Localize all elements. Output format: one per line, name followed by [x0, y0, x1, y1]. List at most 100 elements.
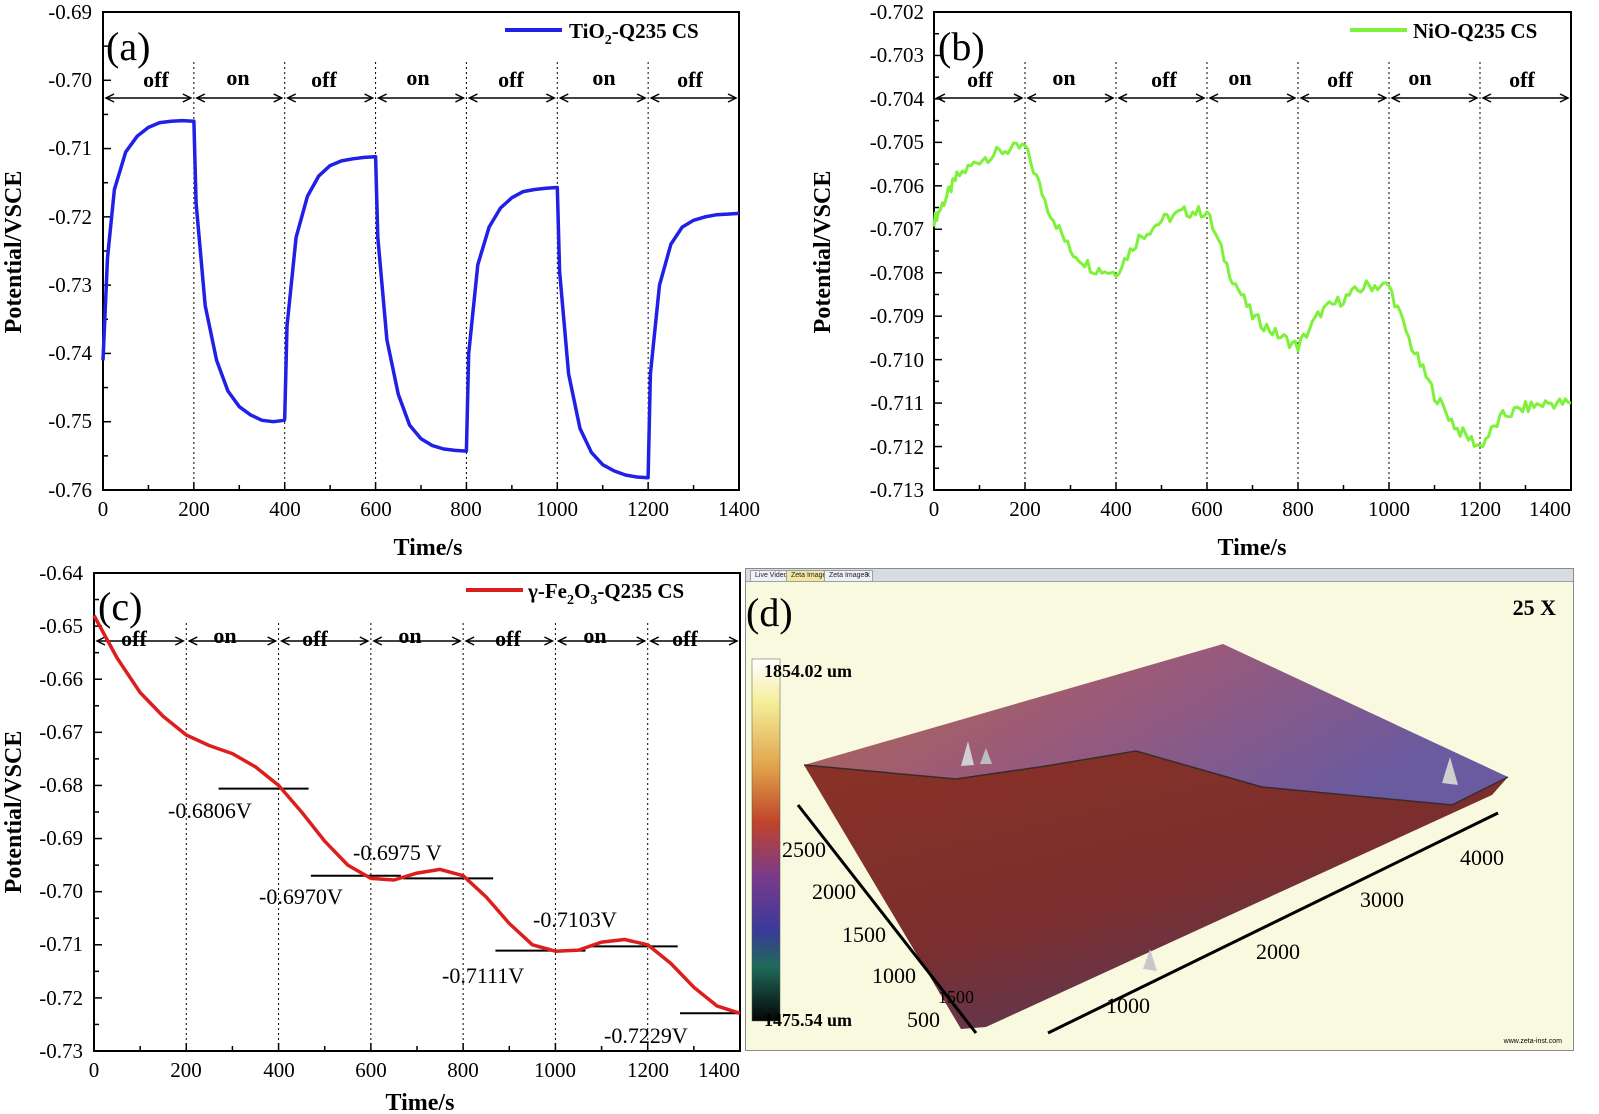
arrow-head: [1286, 93, 1297, 103]
arrow-head: [1468, 93, 1479, 103]
annotation-labels-c: -0.6806V -0.6970V -0.6975 V -0.7111V -0.…: [168, 798, 688, 1048]
arrow-head: [727, 93, 738, 103]
period-arrows-c: [95, 636, 739, 646]
arrow-head: [728, 636, 739, 646]
y-tick-label: -0.703: [870, 43, 924, 67]
arrow-head: [267, 636, 278, 646]
segment-label: off: [311, 67, 337, 92]
arrow-head: [1481, 93, 1492, 103]
arrow-head: [455, 93, 466, 103]
arrow-head: [1377, 93, 1388, 103]
arrow-head: [636, 93, 647, 103]
panel-c: -0.64 -0.65 -0.66 -0.67 -0.68 -0.69 -0.7…: [1, 561, 741, 1114]
y-tick-label: -0.712: [870, 435, 924, 459]
axis-tick-label: 2000: [812, 879, 856, 904]
close-icon[interactable]: x: [866, 570, 870, 579]
y-tick-label: -0.708: [870, 261, 924, 285]
x-tick-label: 1000: [1368, 497, 1410, 521]
segment-label: on: [1052, 65, 1075, 90]
x-tick-label: 1000: [534, 1058, 576, 1082]
segment-label: on: [406, 65, 429, 90]
y-tick-label: -0.72: [39, 986, 83, 1010]
y-tick-label: -0.73: [39, 1039, 83, 1063]
x-tick-label: 1200: [627, 1058, 669, 1082]
arrow-head: [376, 93, 387, 103]
segment-label: off: [967, 67, 993, 92]
x-tick-label: 800: [450, 497, 482, 521]
x-axis-label-c: Time/s: [386, 1090, 455, 1114]
x-tick-label: 200: [1009, 497, 1041, 521]
y-tick-label: -0.69: [39, 826, 83, 850]
tab-zeta-image8[interactable]: Zeta Image8: [824, 570, 874, 582]
y-tick-label: -0.68: [39, 773, 83, 797]
segment-label: on: [583, 623, 606, 648]
y-tick-label: -0.66: [39, 667, 83, 691]
arrow-head: [1208, 93, 1219, 103]
segment-label: off: [302, 626, 328, 651]
segment-labels-a: off on off on off on off: [143, 65, 703, 92]
arrow-head: [556, 636, 567, 646]
arrow-head: [364, 93, 375, 103]
legend-label-a-part: TiO: [569, 19, 605, 43]
panel-d-surface-image: Live Video Zeta Image7 Zeta Image8 x: [745, 568, 1574, 1051]
annotation-label: -0.7111V: [442, 963, 524, 988]
surface-boundary: [803, 750, 1509, 806]
segment-label: on: [592, 65, 615, 90]
x-tick-label: 600: [1191, 497, 1223, 521]
arrow-head: [286, 93, 297, 103]
y-tick-label: -0.67: [39, 720, 83, 744]
surface-render: (d) 25 X 1854.02 um 1475.54 um 2500 2000…: [746, 590, 1563, 1045]
x-tick-label: 800: [1282, 497, 1314, 521]
period-dividers-c: [185, 623, 649, 1051]
segment-label: on: [213, 623, 236, 648]
y-tick-label: -0.709: [870, 304, 924, 328]
series-line-tio2: [101, 118, 740, 480]
y-tick-label: -0.72: [48, 205, 92, 229]
height-color-scale: [751, 658, 781, 1022]
segment-label: off: [143, 67, 169, 92]
surface-axis-front-labels: 1000 2000 3000 4000: [1106, 845, 1504, 1018]
plot-frame-b: [933, 11, 1572, 491]
watermark: www.zeta-inst.com: [1503, 1038, 1563, 1045]
segment-label: off: [1151, 67, 1177, 92]
x-tick-label: 0: [98, 497, 109, 521]
segment-label: off: [1509, 67, 1535, 92]
annotation-label: -0.7103V: [533, 907, 617, 932]
segment-label: on: [1228, 65, 1251, 90]
legend-label-b: NiO-Q235 CS: [1413, 19, 1537, 43]
y-tick-label: -0.71: [39, 932, 83, 956]
x-tick-label: 1200: [627, 497, 669, 521]
arrow-head: [1559, 93, 1570, 103]
x-tick-label: 200: [178, 497, 210, 521]
axis-tick-label: 2000: [1256, 939, 1300, 964]
arrow-head: [467, 93, 478, 103]
arrow-head: [279, 636, 290, 646]
x-tick-label: 1200: [1459, 497, 1501, 521]
x-tick-label: 1400: [698, 1058, 740, 1082]
x-tick-label: 400: [1100, 497, 1132, 521]
surface-spike: [980, 748, 992, 764]
x-axis-label-b: Time/s: [1218, 535, 1287, 561]
panel-letter-d: (d): [746, 590, 793, 635]
y-tick-label: -0.706: [870, 174, 924, 198]
arrow-head: [372, 636, 383, 646]
panel-letter-c: (c): [98, 584, 142, 629]
axis-tick-label: 1500: [938, 987, 974, 1007]
y-axis-label-c: Potential/VSCE: [1, 731, 27, 894]
series-line-fe2o3: [92, 614, 741, 1015]
legend-label-c-sub: 3: [590, 593, 597, 608]
arrow-head: [649, 93, 660, 103]
image-tab-bar: Live Video Zeta Image7 Zeta Image8 x: [746, 569, 1573, 582]
y-tick-label: -0.74: [48, 341, 92, 365]
axis-tick-label: 4000: [1460, 845, 1504, 870]
arrow-head: [1390, 93, 1401, 103]
y-tick-label: -0.711: [871, 391, 924, 415]
arrow-head: [1117, 93, 1128, 103]
legend-label-a-sub: 2: [605, 33, 612, 48]
scale-max-label: 1854.02 um: [764, 661, 852, 681]
x-tick-label: 1400: [718, 497, 760, 521]
segment-labels-b: off on off on off on off: [967, 65, 1535, 92]
axis-tick-label: 2500: [782, 837, 826, 862]
legend-c: γ-Fe2O3-Q235 CS: [466, 579, 684, 608]
y-tick-label: -0.76: [48, 478, 92, 502]
